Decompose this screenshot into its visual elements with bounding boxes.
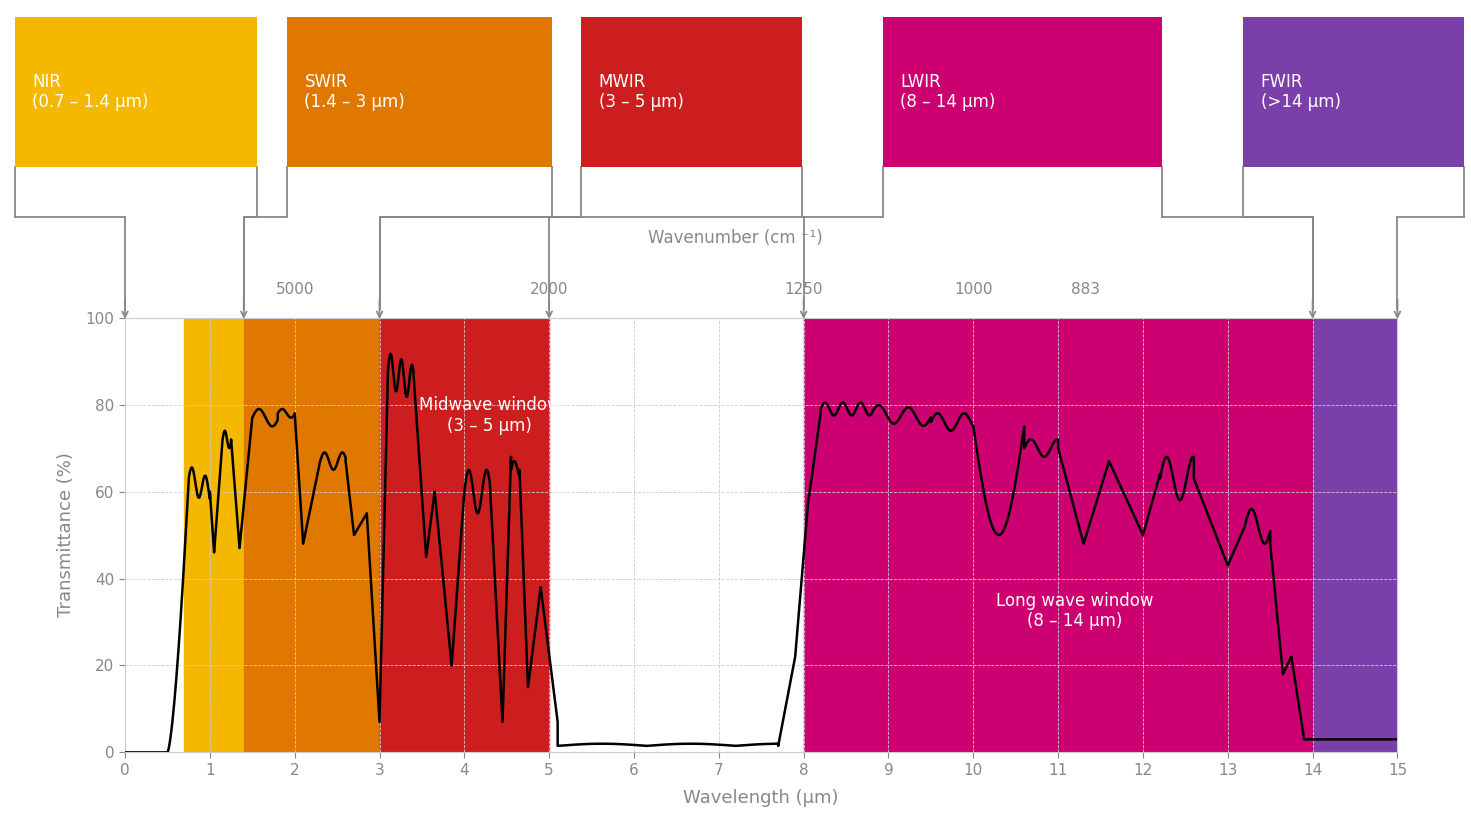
Text: Wavenumber (cm ⁻¹): Wavenumber (cm ⁻¹) — [649, 229, 822, 247]
Bar — [803, 318, 1312, 752]
Text: 883: 883 — [1071, 282, 1100, 297]
Text: Midwave window
(3 – 5 μm): Midwave window (3 – 5 μm) — [419, 396, 560, 435]
Y-axis label: Transmittance (%): Transmittance (%) — [56, 452, 75, 618]
X-axis label: Wavelength (μm): Wavelength (μm) — [684, 789, 838, 807]
Bar — [244, 318, 380, 752]
Text: 1250: 1250 — [784, 282, 822, 297]
Bar — [1312, 318, 1397, 752]
Text: 2000: 2000 — [530, 282, 568, 297]
Text: MWIR
(3 – 5 μm): MWIR (3 – 5 μm) — [599, 73, 684, 111]
Text: FWIR
(>14 μm): FWIR (>14 μm) — [1261, 73, 1340, 111]
Bar — [380, 318, 549, 752]
Text: LWIR
(8 – 14 μm): LWIR (8 – 14 μm) — [900, 73, 996, 111]
Bar — [184, 318, 244, 752]
Text: 5000: 5000 — [275, 282, 313, 297]
Text: 1000: 1000 — [955, 282, 993, 297]
Text: SWIR
(1.4 – 3 μm): SWIR (1.4 – 3 μm) — [304, 73, 405, 111]
Text: Long wave window
(8 – 14 μm): Long wave window (8 – 14 μm) — [996, 592, 1153, 630]
Text: NIR
(0.7 – 1.4 μm): NIR (0.7 – 1.4 μm) — [32, 73, 149, 111]
